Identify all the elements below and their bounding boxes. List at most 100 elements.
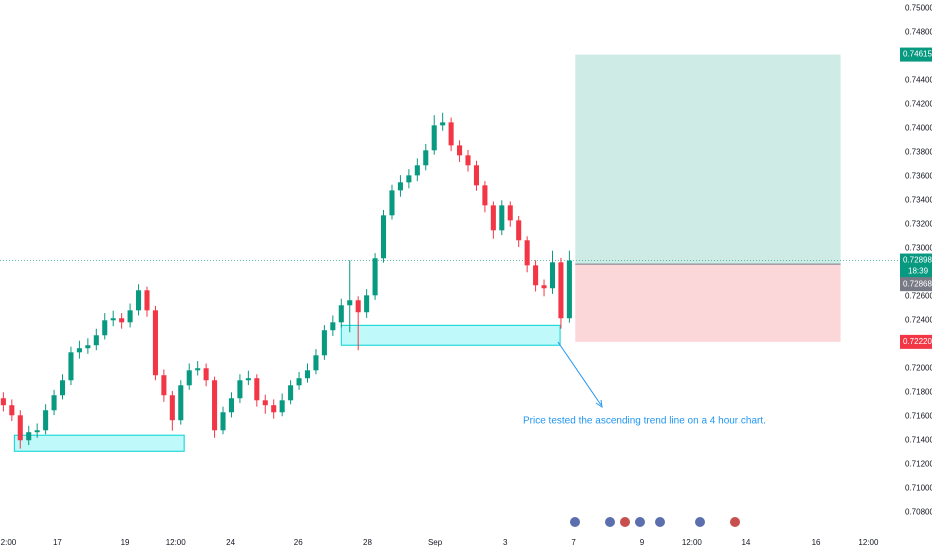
candle-body xyxy=(482,185,488,206)
candle-body xyxy=(364,295,370,313)
arrow-line xyxy=(557,341,602,406)
candle-body xyxy=(144,290,150,311)
candle-body xyxy=(397,182,403,191)
annotation: Price tested the ascending trend line on… xyxy=(523,416,766,427)
candle-body xyxy=(533,265,539,286)
candle-body xyxy=(541,285,547,289)
candle-body xyxy=(355,300,361,313)
x-tick-label: 7 xyxy=(571,538,576,547)
zone xyxy=(13,434,185,452)
candle-body xyxy=(43,410,49,431)
entry-label: 0.72868 xyxy=(903,279,932,288)
arrow-head xyxy=(595,399,603,409)
event-icons xyxy=(570,517,740,527)
y-tick-label: 0.73600 xyxy=(905,171,932,180)
candle-body xyxy=(59,380,66,396)
candle-body xyxy=(0,398,6,406)
y-tick-label: 0.75000 xyxy=(905,4,932,13)
x-tick-label: 24 xyxy=(226,538,235,547)
stop-label: 0.72220 xyxy=(903,337,932,346)
candle-body xyxy=(313,355,319,371)
candle-body xyxy=(414,165,420,176)
candle-body xyxy=(68,352,74,381)
candle-body xyxy=(203,368,209,381)
y-tick-label: 0.74200 xyxy=(905,99,932,108)
x-tick-label: Sep xyxy=(428,538,443,547)
zone xyxy=(340,324,561,346)
candle-body xyxy=(440,122,446,126)
candle-body xyxy=(178,385,184,421)
event-icon xyxy=(655,517,665,527)
x-tick-label: 16 xyxy=(812,538,821,547)
current-price-label-box xyxy=(900,253,932,278)
candle-body xyxy=(271,405,277,413)
candle-body xyxy=(169,395,175,421)
countdown: 18:39 xyxy=(908,267,929,276)
stop-label-box xyxy=(900,334,932,349)
candle-body xyxy=(262,400,268,406)
x-tick-label: 26 xyxy=(294,538,303,547)
target-label: 0.74615 xyxy=(903,50,932,59)
x-tick-label: 12:00 xyxy=(682,538,703,547)
candle-body xyxy=(34,430,40,433)
y-tick-label: 0.73200 xyxy=(905,219,932,228)
candle-body xyxy=(110,318,116,321)
candle-body xyxy=(127,310,133,323)
x-tick-label: 17 xyxy=(53,538,62,547)
candle-body xyxy=(465,155,471,166)
candle-body xyxy=(549,262,556,289)
candle-body xyxy=(389,190,395,216)
candle-body xyxy=(423,150,429,166)
event-icon xyxy=(635,517,645,527)
candle-body xyxy=(254,378,260,401)
event-icon xyxy=(620,517,630,527)
candle-body xyxy=(507,205,513,221)
candle-body xyxy=(26,432,32,441)
candle-body xyxy=(136,290,142,311)
y-tick-label: 0.73800 xyxy=(905,147,932,156)
candle-body xyxy=(347,300,353,306)
y-tick-label: 0.71600 xyxy=(905,411,932,420)
candle-body xyxy=(9,405,15,416)
candle-body xyxy=(186,370,192,386)
candle-body xyxy=(338,305,344,323)
y-tick-label: 0.70800 xyxy=(905,507,932,516)
x-tick-label: 12:00 xyxy=(858,538,879,547)
candle-body xyxy=(195,368,201,371)
candle-body xyxy=(448,122,454,146)
current-price-label: 0.72898 xyxy=(903,256,932,265)
candle-body xyxy=(93,335,99,346)
candle-body xyxy=(499,205,505,231)
plot: 0.70800 0.71000 0.71200 0.71400 0.71600 0.718… xyxy=(0,4,932,547)
x-tick-label: 12:00 xyxy=(166,538,187,547)
candle-body xyxy=(380,215,387,259)
x-tick-label: 2:00 xyxy=(1,538,17,547)
x-tick-label: 3 xyxy=(503,538,508,547)
candle-body xyxy=(516,220,522,241)
y-tick-label: 0.71400 xyxy=(905,435,932,444)
y-tick-label: 0.71200 xyxy=(905,459,932,468)
candle-body xyxy=(17,415,23,441)
y-tick-label: 0.74400 xyxy=(905,75,932,84)
candle-body xyxy=(566,260,572,319)
candle-body xyxy=(212,380,218,431)
candle-body xyxy=(161,375,167,396)
y-tick-label: 0.73000 xyxy=(905,243,932,252)
candle-body xyxy=(558,262,564,319)
profit-zone xyxy=(575,54,841,265)
candle-body xyxy=(51,395,57,411)
candle-body xyxy=(457,145,463,156)
candle-body xyxy=(490,205,496,231)
candle-body xyxy=(304,370,311,379)
candle-body xyxy=(228,398,235,413)
event-icon xyxy=(730,517,740,527)
y-tick-label: 0.73400 xyxy=(905,195,932,204)
candle-body xyxy=(237,380,243,399)
y-tick-label: 0.72000 xyxy=(905,363,932,372)
entry-label-box xyxy=(900,277,932,292)
y-tick-label: 0.71800 xyxy=(905,387,932,396)
event-icon xyxy=(695,517,705,527)
candle-body xyxy=(102,320,108,336)
